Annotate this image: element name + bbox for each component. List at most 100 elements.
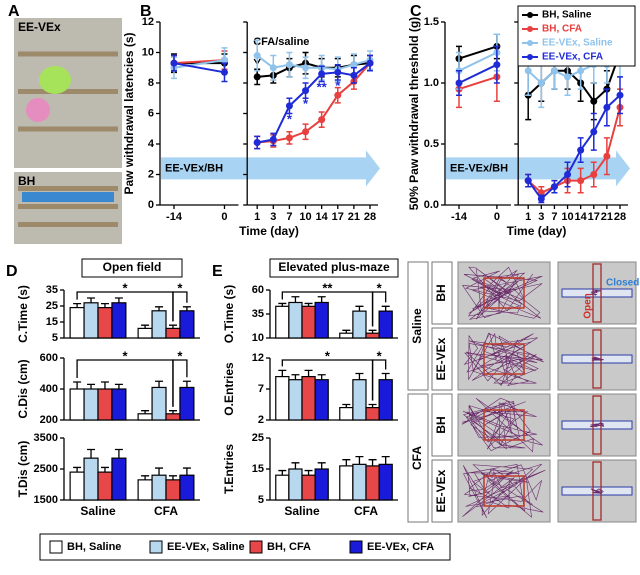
y-tick-label: 5: [52, 332, 58, 344]
bar: [365, 465, 380, 501]
legend-label: BH, CFA: [267, 541, 311, 553]
error-bar: [304, 469, 313, 476]
row-label: EE-VEx: [434, 469, 448, 512]
x-tick-label: CFA: [154, 504, 178, 518]
y-tick-label: 0.0: [424, 199, 439, 211]
error-bar: [291, 462, 300, 469]
bar: [111, 388, 127, 421]
legend-box: [39, 533, 451, 561]
point: [366, 59, 374, 67]
point: [350, 71, 358, 79]
significance-label: **: [322, 280, 333, 295]
significance-label: *: [122, 348, 128, 363]
error-bar: [87, 297, 96, 303]
x-axis-label: Time (day): [507, 224, 567, 238]
event-label: CFA/saline: [253, 36, 309, 48]
point: [577, 146, 585, 154]
error-bar: [278, 369, 287, 377]
y-tick-label: 3500: [34, 432, 58, 444]
y-tick-label: 15: [252, 463, 264, 475]
point: [285, 102, 293, 110]
y-tick-label: 60: [252, 284, 264, 296]
center-zone: [483, 343, 525, 375]
error-bar: [342, 459, 351, 466]
series-line: [173, 62, 225, 74]
photo-detail: [18, 126, 118, 132]
legend-swatch: [249, 540, 263, 554]
x-tick-label: 3: [538, 211, 544, 223]
error-bar: [73, 381, 82, 389]
bar: [83, 457, 99, 501]
error-bar: [87, 383, 96, 389]
bar: [288, 379, 303, 421]
bar: [288, 468, 303, 501]
y-tick-label: 6: [148, 107, 154, 119]
error-bar: [100, 466, 109, 473]
bar: [111, 457, 127, 501]
error-bar: [114, 297, 123, 303]
bar: [179, 310, 195, 339]
bar: [137, 479, 153, 501]
track: [590, 488, 605, 495]
bar: [179, 474, 195, 501]
bar: [378, 463, 393, 501]
bar: [97, 388, 113, 421]
error-bar: [182, 380, 191, 388]
photo-detail: [18, 222, 118, 227]
y-tick-label: 1.5: [424, 16, 439, 28]
error-bar: [355, 455, 364, 465]
x-tick-label: 7: [286, 211, 292, 223]
y-tick-label: 4: [148, 138, 155, 150]
x-axis-label: Time (day): [239, 224, 299, 238]
point: [550, 67, 558, 75]
photo-detail: [18, 89, 118, 94]
legend-marker: [527, 40, 533, 46]
row-box: [431, 459, 453, 523]
y-tick-label: 25: [46, 300, 58, 312]
error-bar: [73, 302, 82, 308]
point: [253, 138, 261, 146]
point: [269, 135, 277, 143]
row-box: [407, 393, 429, 523]
error-bar: [381, 372, 390, 380]
row-label: EE-VEx: [434, 337, 448, 380]
point: [318, 70, 326, 78]
bar: [314, 301, 329, 339]
bar: [288, 301, 303, 339]
legend-label: BH, Saline: [542, 10, 592, 21]
y-tick-label: 5: [258, 494, 264, 506]
point: [455, 79, 463, 87]
y-tick-label: 0: [148, 199, 154, 211]
point: [334, 91, 342, 99]
center-zone: [483, 409, 525, 441]
bar: [137, 413, 153, 421]
y-tick-label: 10: [142, 46, 154, 58]
significance-bracket: [371, 291, 387, 327]
bar: [365, 332, 380, 339]
y-tick-label: 8: [148, 77, 154, 89]
legend-swatch: [349, 540, 363, 554]
x-tick-label: CFA: [354, 504, 378, 518]
x-tick-label: 1: [525, 211, 531, 223]
y-axis-label: C.Dis (cm): [16, 359, 30, 418]
point: [318, 116, 326, 124]
y-tick-label: 200: [40, 414, 58, 426]
treatment-label: EE-VEx/BH: [165, 162, 223, 174]
y-tick-label: 1500: [34, 494, 58, 506]
panel-label: D: [6, 263, 18, 280]
point: [590, 171, 598, 178]
panel-label: B: [140, 3, 152, 20]
annotation: *: [335, 78, 341, 93]
point: [253, 52, 261, 60]
y-tick-label: 2: [258, 414, 264, 426]
y-axis-label: 50% Paw withdrawal threshold (g): [407, 17, 421, 210]
x-tick-label: 0: [494, 211, 500, 223]
series-line: [173, 59, 225, 69]
error-bar: [73, 466, 82, 473]
error-bar: [141, 475, 150, 480]
x-tick-label: 3: [270, 211, 276, 223]
significance-bracket: [371, 359, 387, 401]
x-tick-label: 17: [332, 211, 344, 223]
point: [616, 91, 624, 99]
